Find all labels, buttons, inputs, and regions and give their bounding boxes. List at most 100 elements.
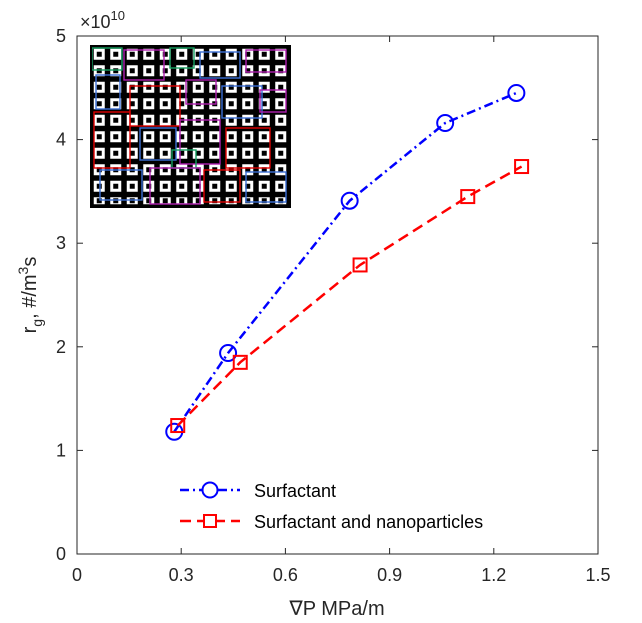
inset-throat (261, 117, 267, 123)
inset-throat (179, 198, 185, 204)
x-tick-label: 0.6 (273, 565, 298, 585)
inset-overlay-box (169, 47, 195, 69)
inset-throat (96, 51, 102, 57)
inset-throat (278, 101, 284, 107)
data-point (507, 83, 526, 102)
inset-throat (96, 101, 102, 107)
data-point (460, 189, 476, 205)
y-tick-label: 1 (56, 440, 66, 460)
y-multiplier-exponent: 10 (111, 8, 125, 23)
inset-throat (212, 183, 218, 189)
inset-throat (228, 101, 234, 107)
inset-grain (106, 78, 125, 97)
x-axis: 0 0.3 0.6 0.9 1.2 1.5 (72, 36, 611, 585)
x-tick-label: 0 (72, 565, 82, 585)
inset-grain (255, 144, 274, 163)
inset-overlay-box (259, 89, 287, 113)
inset-overlay-box (199, 51, 241, 79)
inset-grain (123, 61, 142, 80)
inset-throat (212, 150, 218, 156)
inset-throat (278, 150, 284, 156)
y-multiplier-base: ×10 (80, 12, 111, 32)
inset-grain (172, 61, 191, 80)
inset-throat (261, 101, 267, 107)
inset-grain (106, 111, 125, 130)
inset-throat (129, 183, 135, 189)
inset-grain (172, 177, 191, 196)
inset-overlay-box (245, 49, 287, 73)
inset-throat (96, 183, 102, 189)
inset-throat (162, 167, 168, 173)
inset-throat (113, 51, 119, 57)
inset-throat (179, 183, 185, 189)
inset-throat (162, 51, 168, 57)
inset-throat (212, 51, 218, 57)
y-tick-label: 5 (56, 26, 66, 46)
inset-throat (162, 117, 168, 123)
data-point (340, 191, 359, 210)
inset-throat (113, 183, 119, 189)
inset-grain (156, 94, 175, 113)
series-layer (165, 83, 530, 441)
inset-grain (106, 94, 125, 113)
inset-throat (278, 117, 284, 123)
inset-grain (189, 127, 208, 146)
inset-frame (90, 45, 291, 208)
series-line (173, 91, 517, 433)
inset-throat (195, 167, 201, 173)
inset-throat (146, 198, 152, 204)
inset-overlay-box (93, 111, 131, 169)
inset-throat (113, 84, 119, 90)
inset-grain (139, 127, 158, 146)
inset-throat (129, 117, 135, 123)
inset-throat (228, 84, 234, 90)
inset-throat (228, 134, 234, 140)
inset-throat (228, 117, 234, 123)
data-point (170, 418, 186, 434)
inset-grain (205, 144, 224, 163)
inset-grain (255, 127, 274, 146)
inset-overlay-box (95, 74, 121, 110)
legend-marker-surfactant-nanoparticles (203, 514, 217, 528)
legend-label-surfactant: Surfactant (254, 481, 336, 501)
inset-throat (179, 167, 185, 173)
inset-grain (271, 127, 290, 146)
inset-throat (129, 84, 135, 90)
legend-marker-surfactant (201, 481, 219, 499)
inset-grain (205, 127, 224, 146)
inset-throat (146, 101, 152, 107)
inset-grain (172, 78, 191, 97)
inset-throat (278, 68, 284, 74)
x-tick-label: 0.9 (377, 565, 402, 585)
inset-throat (146, 134, 152, 140)
inset-grain (222, 94, 241, 113)
inset-throat (228, 183, 234, 189)
inset-throat (212, 84, 218, 90)
inset-grain (222, 177, 241, 196)
inset-overlay-box (139, 127, 177, 161)
x-tick-label: 0.3 (169, 565, 194, 585)
inset-grain (123, 94, 142, 113)
inset-throat (245, 150, 251, 156)
inset-throat (146, 117, 152, 123)
inset-overlay-box (179, 119, 221, 165)
inset-grain (106, 61, 125, 80)
inset-grain (172, 144, 191, 163)
inset-throat (245, 51, 251, 57)
inset-grain (172, 160, 191, 179)
inset-grain (271, 111, 290, 130)
inset-throat (146, 84, 152, 90)
inset-grain (189, 144, 208, 163)
y-axis: 0 1 2 3 4 5 (56, 26, 598, 564)
inset-throat (228, 68, 234, 74)
y-tick-label: 4 (56, 130, 66, 150)
inset-grain (271, 144, 290, 163)
inset-throat (195, 198, 201, 204)
inset-grain (255, 177, 274, 196)
inset-overlay-box (185, 79, 217, 105)
inset-throat (162, 134, 168, 140)
inset-overlay-box (245, 171, 287, 203)
inset-throat (212, 68, 218, 74)
axes-box (76, 35, 599, 555)
